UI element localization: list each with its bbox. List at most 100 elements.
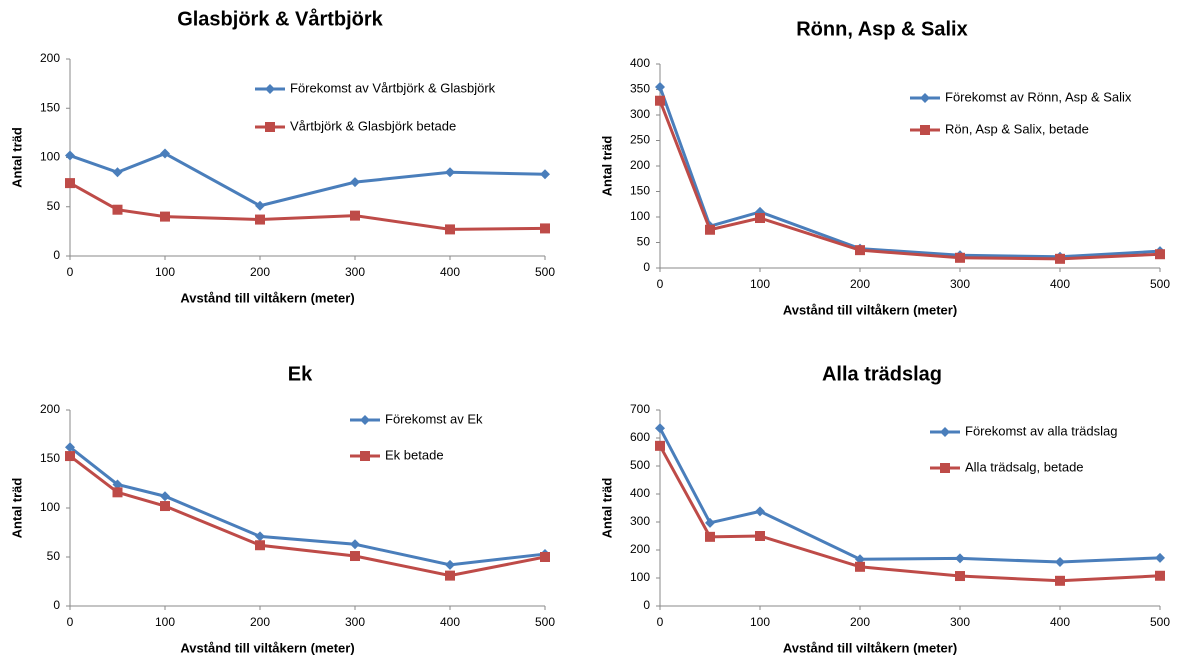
x-tick-label: 500 (535, 615, 555, 629)
x-tick-label: 300 (950, 615, 970, 629)
marker (540, 169, 550, 180)
marker (112, 479, 123, 490)
series-line (658, 86, 1161, 259)
marker (265, 84, 275, 94)
marker (705, 224, 715, 235)
series-line (69, 181, 546, 231)
legend-label: Förekomst av alla trädslag (965, 423, 1117, 438)
y-tick-label: 0 (53, 598, 60, 612)
chart-title: Alla trädslag (822, 363, 942, 385)
marker (940, 463, 950, 473)
y-tick-label: 50 (47, 199, 61, 213)
marker (112, 167, 123, 178)
y-tick-label: 0 (53, 248, 60, 262)
y-tick-label: 200 (40, 402, 60, 416)
marker (655, 440, 665, 451)
marker (1055, 557, 1065, 568)
marker (755, 531, 765, 541)
marker (855, 554, 865, 565)
marker (855, 245, 865, 256)
marker (160, 501, 170, 512)
marker (920, 93, 930, 103)
marker (755, 506, 765, 517)
x-tick-label: 100 (155, 615, 175, 629)
legend-label: Förekomst av Vårtbjörk & Glasbjörk (290, 80, 496, 95)
y-tick-label: 350 (630, 82, 650, 96)
legend-label: Vårtbjörk & Glasbjörk betade (290, 118, 456, 133)
marker (955, 571, 965, 582)
x-axis-label: Avstånd till viltåkern (meter) (180, 640, 354, 655)
y-axis-label: Antal träd (9, 127, 24, 188)
y-tick-label: 200 (40, 51, 60, 65)
y-tick-label: 300 (630, 107, 650, 121)
y-tick-label: 200 (630, 542, 650, 556)
marker (350, 177, 360, 188)
x-tick-label: 300 (345, 265, 365, 279)
marker (350, 539, 360, 550)
marker (160, 211, 170, 222)
series-line (69, 151, 546, 208)
chart-title: Ek (288, 363, 313, 385)
marker (540, 223, 550, 234)
y-tick-label: 500 (630, 458, 650, 472)
marker (445, 167, 455, 178)
marker (1155, 249, 1165, 260)
legend-label: Alla trädsalg, betade (965, 459, 1084, 474)
y-tick-label: 50 (47, 549, 61, 563)
chart-title: Rönn, Asp & Salix (796, 18, 968, 40)
marker (255, 531, 265, 542)
marker (655, 423, 665, 434)
y-tick-label: 0 (643, 260, 650, 274)
y-tick-label: 50 (637, 235, 651, 249)
y-tick-label: 100 (40, 150, 60, 164)
marker (112, 204, 123, 215)
y-tick-label: 250 (630, 133, 650, 147)
marker (855, 561, 865, 572)
legend-label: Förekomst av Rönn, Asp & Salix (945, 89, 1132, 104)
marker (1155, 570, 1165, 581)
marker (655, 95, 665, 106)
x-tick-label: 400 (440, 265, 460, 279)
marker (940, 427, 950, 437)
x-tick-label: 0 (657, 277, 664, 291)
marker (265, 122, 275, 132)
marker (705, 531, 715, 542)
x-tick-label: 500 (1150, 277, 1170, 291)
y-tick-label: 400 (630, 486, 650, 500)
y-tick-label: 150 (40, 100, 60, 114)
x-axis-label: Avstånd till viltåkern (meter) (180, 290, 354, 305)
legend-label: Förekomst av Ek (385, 411, 483, 426)
marker (1155, 552, 1165, 563)
marker (445, 224, 455, 235)
marker (112, 487, 123, 498)
y-tick-label: 150 (40, 451, 60, 465)
marker (65, 451, 75, 462)
y-tick-label: 0 (643, 598, 650, 612)
marker (160, 491, 170, 502)
marker (445, 559, 455, 570)
y-tick-label: 700 (630, 402, 650, 416)
x-tick-label: 300 (345, 615, 365, 629)
y-tick-label: 600 (630, 430, 650, 444)
x-tick-label: 200 (850, 277, 870, 291)
x-tick-label: 500 (535, 265, 555, 279)
x-tick-label: 100 (155, 265, 175, 279)
marker (360, 451, 370, 461)
x-axis-label: Avstånd till viltåkern (meter) (783, 302, 957, 317)
marker (65, 178, 75, 189)
legend-label: Rön, Asp & Salix, betade (945, 121, 1089, 136)
series-line (69, 446, 546, 567)
x-tick-label: 400 (1050, 615, 1070, 629)
marker (255, 540, 265, 551)
x-tick-label: 100 (750, 277, 770, 291)
x-tick-label: 0 (657, 615, 664, 629)
x-tick-label: 200 (850, 615, 870, 629)
marker (540, 552, 550, 562)
x-tick-label: 0 (67, 615, 74, 629)
y-tick-label: 400 (630, 56, 650, 70)
marker (705, 517, 715, 528)
x-tick-label: 300 (950, 277, 970, 291)
marker (920, 125, 930, 135)
y-tick-label: 100 (630, 209, 650, 223)
marker (160, 148, 170, 159)
